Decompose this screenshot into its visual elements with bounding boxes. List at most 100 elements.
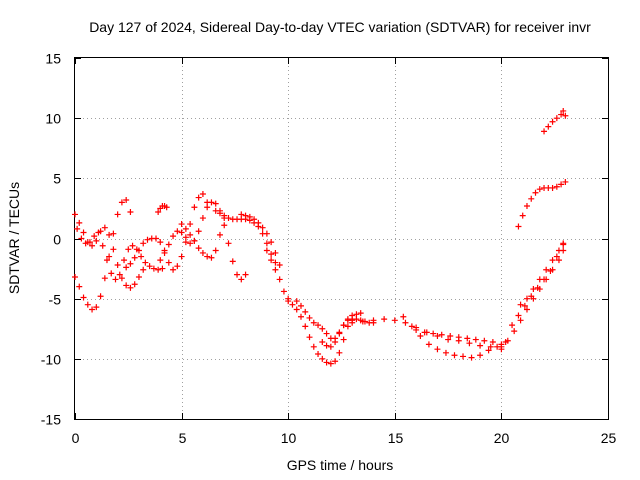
data-point (543, 266, 550, 273)
data-point (131, 254, 138, 261)
data-point (562, 112, 569, 119)
data-point (157, 257, 164, 264)
data-point (523, 295, 530, 302)
data-point (165, 241, 172, 248)
y-tick-label: -5 (49, 292, 62, 308)
data-point (182, 225, 189, 232)
data-point (528, 293, 535, 300)
data-point (268, 257, 275, 264)
data-point (159, 265, 166, 272)
data-point (509, 322, 516, 329)
data-point (146, 263, 153, 270)
series-arc-9 (238, 211, 283, 268)
data-point (536, 276, 543, 283)
data-point (163, 204, 170, 211)
data-point (370, 317, 377, 324)
data-point (82, 240, 89, 247)
data-point (178, 253, 185, 260)
data-point (553, 115, 560, 122)
data-point (391, 317, 398, 324)
series-arc-10 (263, 247, 292, 305)
data-point (553, 183, 560, 190)
series-arc-20 (515, 178, 569, 230)
data-point (523, 306, 530, 313)
data-point (229, 258, 236, 265)
data-point (327, 343, 334, 350)
data-point (76, 283, 83, 290)
data-point (225, 240, 232, 247)
data-point (212, 207, 219, 214)
data-point (285, 295, 292, 302)
data-point (310, 343, 317, 350)
data-point (225, 215, 232, 222)
data-point (216, 210, 223, 217)
data-point (187, 221, 194, 228)
data-point (523, 203, 530, 210)
series-arc-7 (178, 215, 228, 261)
data-point (165, 259, 172, 266)
data-point (528, 195, 535, 202)
series-arc-1 (72, 196, 134, 313)
data-points (72, 107, 569, 367)
data-point (485, 347, 492, 354)
data-point (204, 204, 211, 211)
data-point (72, 274, 78, 281)
series-arc-4 (123, 190, 211, 273)
data-point (504, 337, 511, 344)
data-point (517, 301, 524, 308)
data-point (80, 294, 87, 301)
data-point (302, 323, 309, 330)
x-tick-label: 15 (388, 430, 404, 446)
data-point (340, 322, 347, 329)
data-point (195, 228, 202, 235)
data-point (344, 323, 351, 330)
data-point (221, 212, 228, 219)
data-point (315, 351, 322, 358)
data-point (472, 336, 479, 343)
series-arc-2 (72, 211, 147, 291)
data-point (323, 359, 330, 366)
data-point (89, 306, 96, 313)
data-point (199, 249, 206, 256)
chart-title: Day 127 of 2024, Sidereal Day-to-day VTE… (89, 19, 591, 35)
data-point (204, 253, 211, 260)
data-point (549, 184, 556, 191)
data-point (447, 332, 454, 339)
data-point (255, 219, 262, 226)
data-point (547, 267, 554, 274)
grid (75, 58, 608, 419)
data-point (242, 271, 249, 278)
data-point (89, 242, 96, 249)
data-point (560, 107, 567, 114)
plot-frame (74, 57, 609, 420)
data-point (263, 247, 270, 254)
data-point (112, 276, 119, 283)
data-point (251, 216, 258, 223)
data-point (238, 211, 245, 218)
data-point (357, 310, 364, 317)
data-point (515, 312, 522, 319)
data-point (280, 288, 287, 295)
data-point (118, 199, 125, 206)
y-tick-label: 15 (45, 51, 61, 67)
data-point (445, 336, 452, 343)
data-point (530, 286, 537, 293)
data-point (293, 306, 300, 313)
data-point (208, 199, 215, 206)
series-arc-12 (293, 298, 364, 342)
data-point (95, 229, 102, 236)
data-point (187, 240, 194, 247)
data-point (140, 266, 147, 273)
data-point (161, 249, 168, 256)
data-point (517, 317, 524, 324)
data-point (84, 301, 91, 308)
data-point (272, 266, 279, 273)
data-point (349, 319, 356, 326)
data-point (536, 186, 543, 193)
data-point (212, 200, 219, 207)
data-point (434, 346, 441, 353)
data-point (276, 276, 283, 283)
data-point (101, 224, 108, 231)
data-point (455, 334, 462, 341)
